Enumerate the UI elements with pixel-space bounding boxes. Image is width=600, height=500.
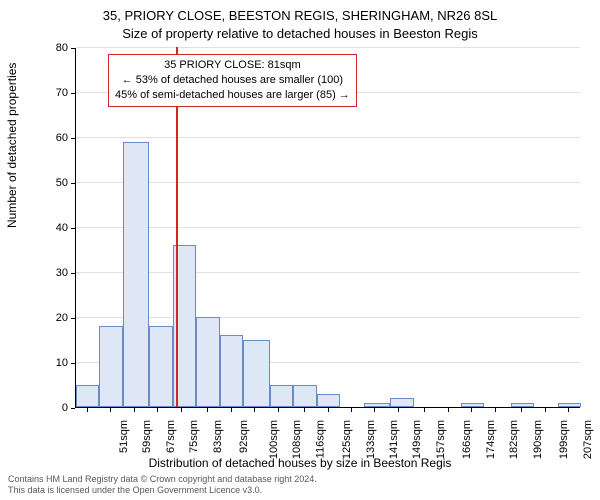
x-tick-mark <box>374 408 375 412</box>
x-tick-label: 51sqm <box>118 420 130 453</box>
chart-container: 35, PRIORY CLOSE, BEESTON REGIS, SHERING… <box>0 0 600 500</box>
x-tick-label: 199sqm <box>558 420 570 459</box>
y-tick-label: 60 <box>38 132 68 144</box>
x-tick-mark <box>87 408 88 412</box>
y-tick-mark <box>71 363 75 364</box>
x-axis-title: Distribution of detached houses by size … <box>0 456 600 470</box>
x-tick-mark <box>424 408 425 412</box>
annotation-box: 35 PRIORY CLOSE: 81sqm← 53% of detached … <box>108 54 357 107</box>
histogram-bar <box>123 142 149 408</box>
y-tick-mark <box>71 318 75 319</box>
x-tick-label: 59sqm <box>141 420 153 453</box>
gridline <box>76 317 580 318</box>
x-tick-mark <box>328 408 329 412</box>
x-tick-label: 92sqm <box>238 420 250 453</box>
y-tick-mark <box>71 228 75 229</box>
gridline <box>76 182 580 183</box>
histogram-bar <box>220 335 243 407</box>
y-tick-mark <box>71 138 75 139</box>
gridline <box>76 272 580 273</box>
histogram-bar <box>364 403 390 408</box>
histogram-bar <box>149 326 172 407</box>
x-tick-label: 100sqm <box>268 420 280 459</box>
histogram-bar <box>558 403 581 408</box>
y-tick-label: 10 <box>38 357 68 369</box>
histogram-bar <box>461 403 484 408</box>
histogram-bar <box>511 403 534 408</box>
x-tick-label: 67sqm <box>165 420 177 453</box>
x-tick-label: 166sqm <box>462 420 474 459</box>
footer-copyright: Contains HM Land Registry data © Crown c… <box>8 474 317 496</box>
x-tick-label: 157sqm <box>435 420 447 459</box>
y-tick-label: 0 <box>38 402 68 414</box>
x-tick-label: 207sqm <box>582 420 594 459</box>
x-tick-label: 125sqm <box>341 420 353 459</box>
x-tick-mark <box>448 408 449 412</box>
gridline <box>76 47 580 48</box>
x-tick-mark <box>351 408 352 412</box>
x-tick-mark <box>545 408 546 412</box>
histogram-bar <box>243 340 269 408</box>
y-tick-label: 30 <box>38 267 68 279</box>
x-tick-label: 141sqm <box>388 420 400 459</box>
y-tick-mark <box>71 183 75 184</box>
histogram-bar <box>196 317 219 407</box>
x-tick-label: 149sqm <box>412 420 424 459</box>
histogram-bar <box>270 385 293 408</box>
y-tick-mark <box>71 273 75 274</box>
x-tick-label: 174sqm <box>485 420 497 459</box>
x-tick-mark <box>471 408 472 412</box>
x-tick-mark <box>568 408 569 412</box>
y-tick-label: 70 <box>38 87 68 99</box>
x-tick-label: 108sqm <box>291 420 303 459</box>
x-tick-label: 182sqm <box>509 420 521 459</box>
x-tick-label: 75sqm <box>188 420 200 453</box>
x-tick-mark <box>304 408 305 412</box>
gridline <box>76 227 580 228</box>
y-tick-label: 80 <box>38 42 68 54</box>
x-tick-mark <box>181 408 182 412</box>
histogram-bar <box>293 385 316 408</box>
chart-title-main: 35, PRIORY CLOSE, BEESTON REGIS, SHERING… <box>0 8 600 23</box>
histogram-bar <box>76 385 99 408</box>
x-tick-mark <box>278 408 279 412</box>
annotation-line: 45% of semi-detached houses are larger (… <box>115 88 350 103</box>
plot-area: 35 PRIORY CLOSE: 81sqm← 53% of detached … <box>75 48 580 408</box>
x-tick-mark <box>157 408 158 412</box>
x-tick-mark <box>110 408 111 412</box>
histogram-bar <box>390 398 413 407</box>
x-tick-label: 190sqm <box>532 420 544 459</box>
y-tick-label: 50 <box>38 177 68 189</box>
x-tick-label: 83sqm <box>212 420 224 453</box>
gridline <box>76 137 580 138</box>
annotation-line: 35 PRIORY CLOSE: 81sqm <box>115 58 350 73</box>
x-tick-mark <box>254 408 255 412</box>
histogram-bar <box>99 326 122 407</box>
y-tick-mark <box>71 93 75 94</box>
y-tick-label: 40 <box>38 222 68 234</box>
y-tick-label: 20 <box>38 312 68 324</box>
footer-line2: This data is licensed under the Open Gov… <box>8 485 317 496</box>
x-tick-label: 133sqm <box>365 420 377 459</box>
x-tick-label: 116sqm <box>314 420 326 458</box>
x-tick-mark <box>207 408 208 412</box>
chart-title-sub: Size of property relative to detached ho… <box>0 26 600 41</box>
x-tick-mark <box>134 408 135 412</box>
y-tick-mark <box>71 408 75 409</box>
x-tick-mark <box>495 408 496 412</box>
footer-line1: Contains HM Land Registry data © Crown c… <box>8 474 317 485</box>
x-tick-mark <box>398 408 399 412</box>
annotation-line: ← 53% of detached houses are smaller (10… <box>115 73 350 88</box>
x-tick-mark <box>231 408 232 412</box>
x-tick-mark <box>521 408 522 412</box>
y-tick-mark <box>71 48 75 49</box>
histogram-bar <box>317 394 340 408</box>
y-axis-title: Number of detached properties <box>5 63 19 228</box>
